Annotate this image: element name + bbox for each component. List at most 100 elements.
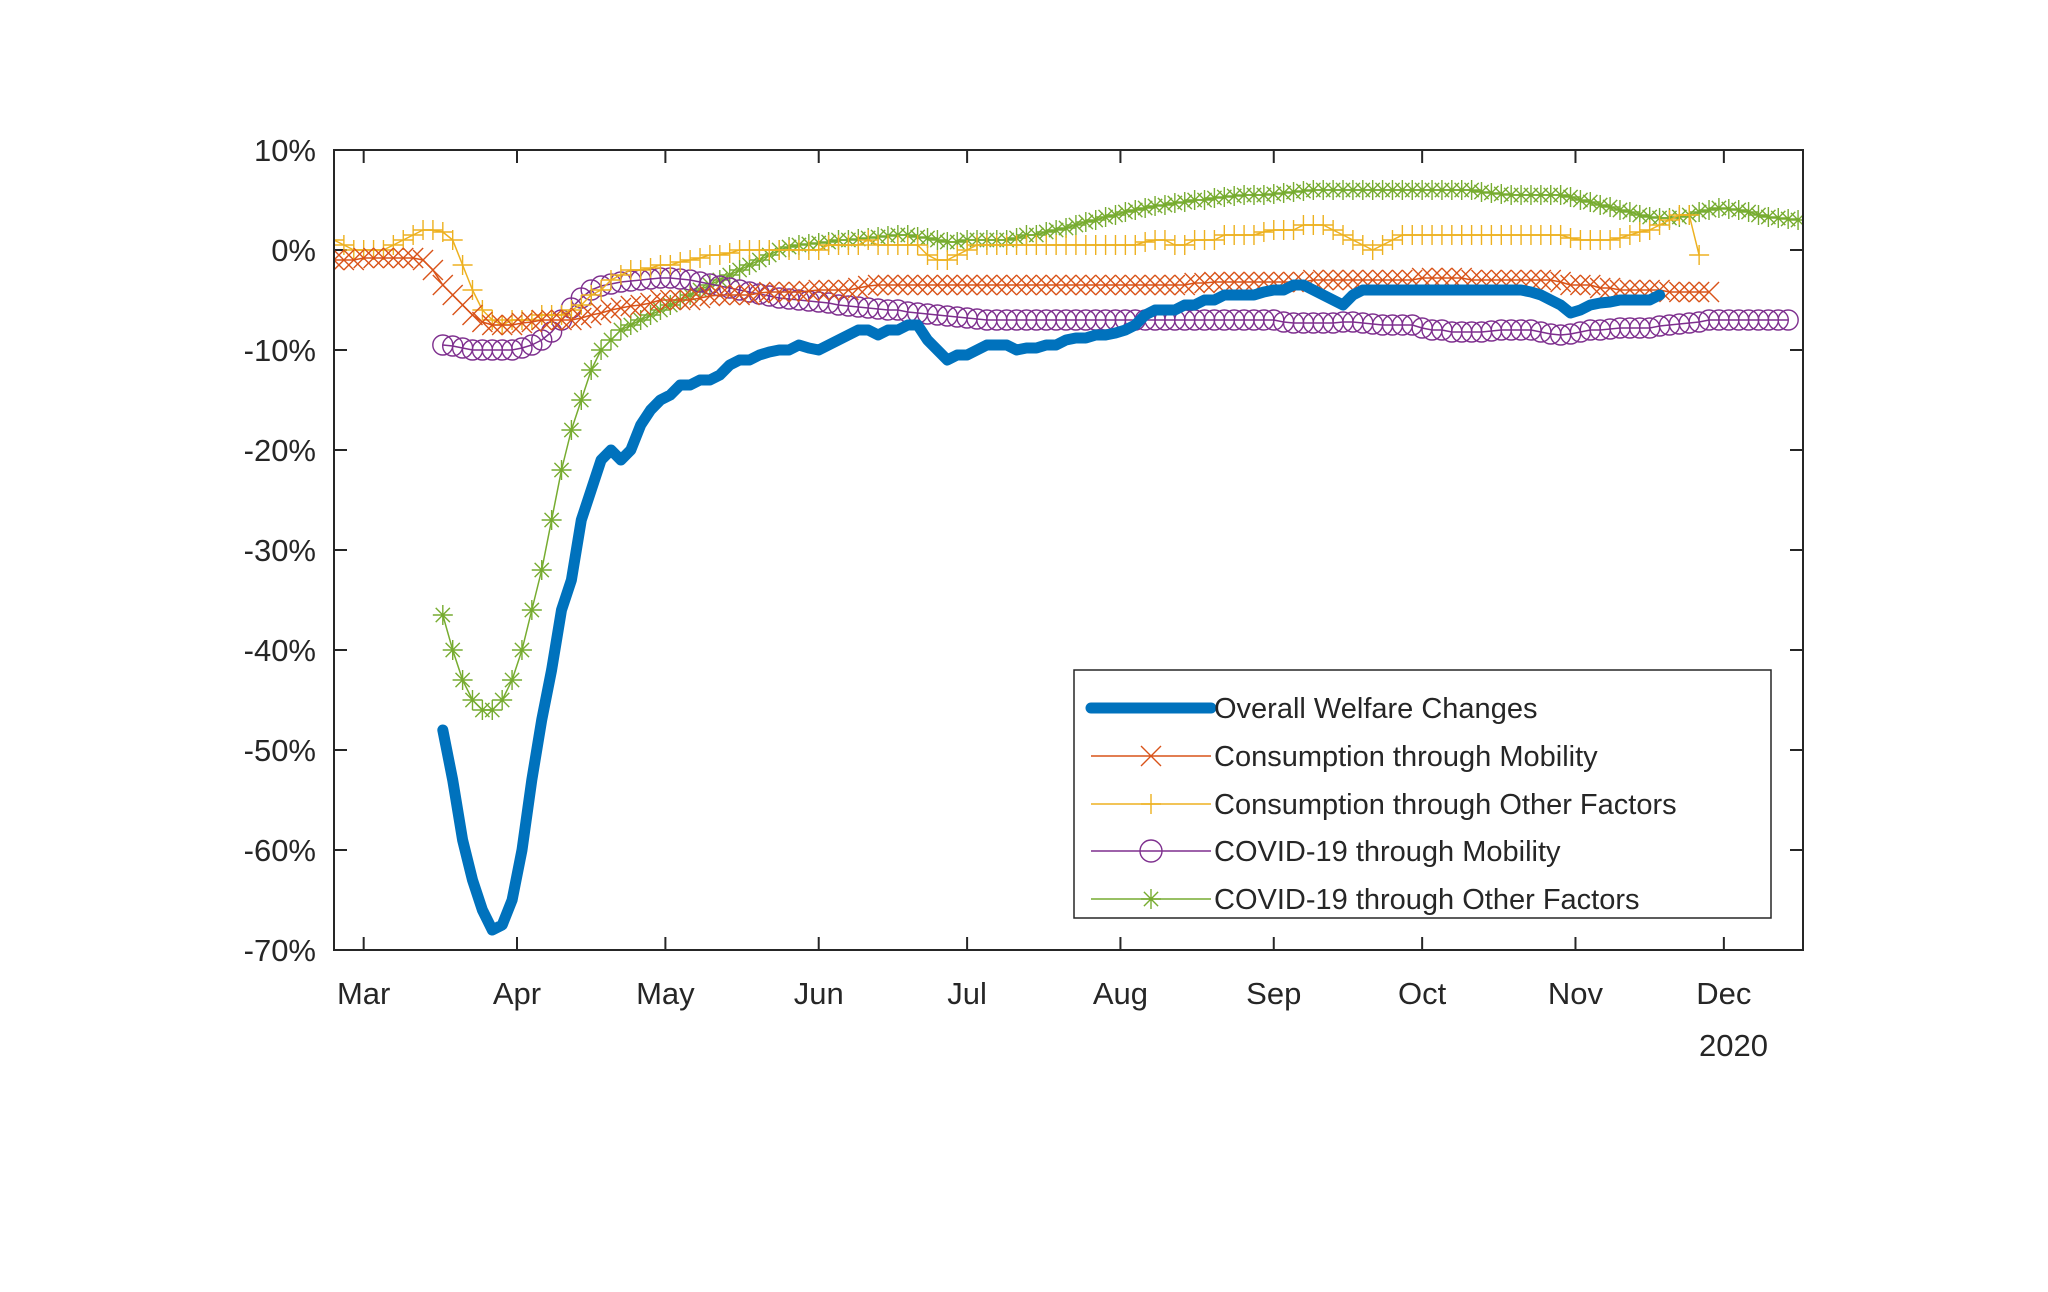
data-point bbox=[976, 274, 998, 296]
data-point bbox=[1788, 210, 1803, 230]
data-point bbox=[907, 274, 929, 296]
data-point bbox=[847, 277, 869, 299]
data-point bbox=[818, 279, 840, 301]
data-point bbox=[1253, 222, 1274, 242]
x-tick-label: Dec bbox=[1696, 976, 1751, 1011]
data-point bbox=[867, 274, 889, 296]
data-point bbox=[937, 250, 958, 270]
data-point bbox=[1323, 220, 1344, 240]
data-point bbox=[1145, 196, 1166, 216]
data-point bbox=[1668, 281, 1690, 303]
data-point bbox=[660, 255, 681, 275]
data-point bbox=[1619, 225, 1640, 245]
data-point bbox=[1777, 309, 1799, 331]
data-point bbox=[917, 245, 938, 265]
data-point bbox=[551, 305, 572, 325]
data-point bbox=[1283, 182, 1304, 202]
data-point bbox=[1184, 272, 1206, 294]
data-point bbox=[1333, 225, 1354, 245]
data-point bbox=[1372, 235, 1393, 255]
data-point bbox=[492, 690, 513, 710]
data-point bbox=[521, 600, 542, 620]
data-point bbox=[1678, 281, 1700, 303]
data-point bbox=[709, 245, 730, 265]
y-tick-label: -40% bbox=[244, 633, 316, 668]
legend-item-overall-welfare-changes: Overall Welfare Changes bbox=[1085, 693, 1537, 725]
data-point bbox=[907, 235, 928, 255]
data-point bbox=[837, 279, 859, 301]
data-point bbox=[481, 314, 503, 336]
data-point bbox=[1619, 202, 1640, 222]
plot-frame bbox=[333, 149, 1804, 951]
x-tick-label: Mar bbox=[337, 976, 390, 1011]
data-point bbox=[1273, 183, 1294, 203]
series-consumption-through-other-factors bbox=[334, 205, 1710, 335]
x-tick-label: Jul bbox=[947, 976, 987, 1011]
data-point bbox=[1194, 190, 1215, 210]
data-point bbox=[581, 360, 602, 380]
data-point bbox=[501, 314, 523, 336]
data-point bbox=[957, 240, 978, 260]
year-label: 2020 bbox=[1699, 1028, 1768, 1063]
data-point bbox=[917, 228, 938, 248]
y-tick-label: -50% bbox=[244, 733, 316, 768]
y-tick-label: -10% bbox=[244, 333, 316, 368]
data-point bbox=[1530, 269, 1552, 291]
data-point bbox=[610, 297, 632, 319]
data-point bbox=[432, 605, 453, 625]
data-point bbox=[719, 265, 740, 285]
data-point bbox=[373, 240, 394, 260]
data-point bbox=[986, 274, 1008, 296]
data-point bbox=[788, 281, 810, 303]
data-point bbox=[659, 289, 681, 311]
data-point bbox=[334, 230, 344, 250]
data-point bbox=[1362, 240, 1383, 260]
data-point bbox=[828, 279, 849, 301]
legend-label: COVID-19 through Other Factors bbox=[1214, 884, 1640, 916]
data-point bbox=[403, 225, 424, 245]
data-point bbox=[1204, 188, 1225, 208]
data-point bbox=[1491, 184, 1512, 204]
legend-label: Consumption through Other Factors bbox=[1214, 789, 1677, 821]
data-point bbox=[541, 510, 562, 530]
data-point bbox=[1758, 207, 1779, 227]
data-point bbox=[1600, 230, 1621, 250]
data-point bbox=[1204, 230, 1225, 250]
data-point bbox=[1253, 185, 1274, 205]
legend-marker bbox=[1140, 745, 1162, 767]
data-point bbox=[1075, 274, 1097, 296]
data-point bbox=[620, 315, 641, 335]
data-point bbox=[591, 280, 612, 300]
data-point bbox=[1263, 184, 1284, 204]
data-point bbox=[1095, 207, 1116, 227]
data-point bbox=[1649, 215, 1670, 235]
data-point bbox=[452, 670, 473, 690]
data-point bbox=[1580, 192, 1601, 212]
data-point bbox=[1471, 182, 1492, 202]
data-point bbox=[1322, 269, 1344, 291]
data-point bbox=[531, 560, 552, 580]
data-point bbox=[630, 310, 651, 330]
data-point bbox=[1025, 274, 1047, 296]
data-point bbox=[600, 299, 622, 321]
data-point bbox=[551, 309, 573, 331]
y-tick-label: 0% bbox=[271, 233, 316, 268]
data-point bbox=[334, 249, 355, 271]
data-point bbox=[610, 320, 631, 340]
data-point bbox=[422, 259, 444, 281]
data-point bbox=[580, 304, 602, 326]
data-point bbox=[1135, 198, 1156, 218]
data-point bbox=[472, 300, 493, 320]
data-point bbox=[690, 248, 711, 268]
data-point bbox=[620, 295, 642, 317]
data-point bbox=[926, 274, 948, 296]
data-point bbox=[1213, 271, 1235, 293]
data-point bbox=[591, 340, 612, 360]
data-point bbox=[858, 230, 879, 250]
data-point bbox=[1560, 187, 1581, 207]
data-point bbox=[1748, 205, 1769, 225]
data-point bbox=[1055, 274, 1077, 296]
data-point bbox=[521, 311, 543, 333]
data-point bbox=[1352, 235, 1373, 255]
